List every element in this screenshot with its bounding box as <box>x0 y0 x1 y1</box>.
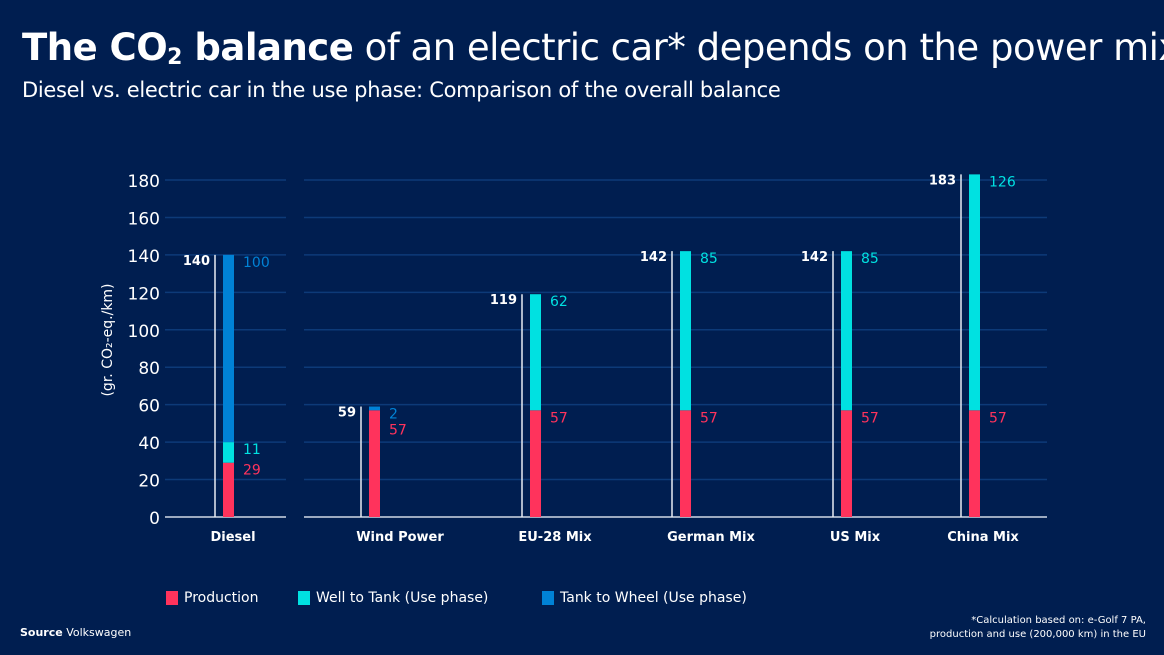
source-value: Volkswagen <box>62 626 132 639</box>
legend-swatch-production <box>166 591 178 605</box>
category-label: US Mix <box>830 530 881 545</box>
bar-segment-0 <box>530 410 541 517</box>
bar-segment-1 <box>223 442 234 463</box>
segment-label: 57 <box>550 410 568 426</box>
segment-label: 2 <box>389 407 398 423</box>
page-title: The CO2 balance of an electric car* depe… <box>22 26 1164 70</box>
bar-segment-2 <box>369 406 380 411</box>
y-tick-label: 160 <box>128 209 160 229</box>
footnote: *Calculation based on: e-Golf 7 PA, produ… <box>930 614 1146 642</box>
category-label: China Mix <box>947 530 1019 545</box>
title-rest: of an electric car* depends on the power… <box>353 26 1164 69</box>
y-tick-label: 140 <box>128 247 160 267</box>
segment-label: 11 <box>243 442 261 458</box>
source-label: Source <box>20 626 63 639</box>
bar-segment-0 <box>969 410 980 517</box>
category-label: German Mix <box>667 530 755 545</box>
y-tick-label: 60 <box>138 397 160 417</box>
total-label: 142 <box>640 250 667 265</box>
segment-label: 85 <box>861 251 879 267</box>
legend-production: Production <box>166 590 258 606</box>
y-tick-label: 80 <box>138 359 160 379</box>
bar-segment-2 <box>223 254 234 443</box>
total-label: 140 <box>183 254 210 269</box>
category-label: EU-28 Mix <box>518 530 592 545</box>
bar-segment-0 <box>841 410 852 517</box>
footnote-line: production and use (200,000 km) in the E… <box>929 629 1146 640</box>
page-subtitle: Diesel vs. electric car in the use phase… <box>22 78 781 102</box>
y-tick-label: 100 <box>128 322 160 342</box>
title-subscript: 2 <box>167 45 182 70</box>
bar-segment-1 <box>969 174 980 411</box>
bar-segment-1 <box>680 251 691 411</box>
y-tick-label: 120 <box>128 284 160 304</box>
bar-segment-1 <box>841 251 852 411</box>
bar-segment-0 <box>223 462 234 517</box>
legend-label: Tank to Wheel (Use phase) <box>560 590 747 606</box>
total-label: 142 <box>801 250 828 265</box>
total-label: 119 <box>490 293 517 308</box>
legend-tank-to-wheel: Tank to Wheel (Use phase) <box>542 590 747 606</box>
title-bold: The CO <box>22 26 168 69</box>
y-tick-label: 40 <box>138 434 160 454</box>
y-axis-label: (gr. CO₂-eq./km) <box>100 283 116 396</box>
y-tick-label: 180 <box>128 172 160 192</box>
total-label: 183 <box>929 173 956 188</box>
segment-label: 29 <box>243 463 261 479</box>
footnote-line: *Calculation based on: e-Golf 7 PA, <box>971 615 1146 626</box>
bar-segment-1 <box>530 294 541 411</box>
segment-label: 57 <box>389 423 407 439</box>
total-label: 59 <box>338 406 356 421</box>
legend-well-to-tank: Well to Tank (Use phase) <box>298 590 488 606</box>
legend-swatch-well-to-tank <box>298 591 310 605</box>
title-bold-end: balance <box>181 26 354 69</box>
segment-label: 62 <box>550 294 568 310</box>
segment-label: 57 <box>989 410 1007 426</box>
category-label: Wind Power <box>356 530 444 545</box>
bar-segment-0 <box>369 410 380 517</box>
segment-label: 85 <box>700 251 718 267</box>
y-tick-label: 0 <box>149 509 160 529</box>
segment-label: 126 <box>989 174 1016 190</box>
legend-label: Well to Tank (Use phase) <box>316 590 489 606</box>
y-tick-label: 20 <box>138 472 160 492</box>
segment-label: 57 <box>861 410 879 426</box>
bar-segment-0 <box>680 410 691 517</box>
legend-label: Production <box>184 590 259 606</box>
category-label: Diesel <box>210 530 255 545</box>
segment-label: 57 <box>700 410 718 426</box>
source: Source Volkswagen <box>20 626 131 639</box>
segment-label: 100 <box>243 255 270 271</box>
legend-swatch-tank-to-wheel <box>542 591 554 605</box>
